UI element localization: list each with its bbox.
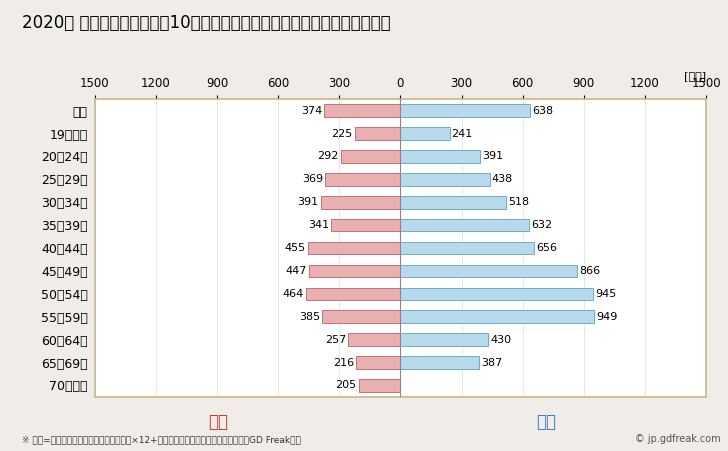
Text: 女性: 女性 [208, 413, 229, 431]
Text: [万円]: [万円] [684, 71, 706, 81]
Bar [321, 196, 400, 208]
Text: 638: 638 [532, 106, 553, 115]
Text: 374: 374 [301, 106, 322, 115]
Text: 225: 225 [331, 129, 352, 138]
Bar [359, 379, 400, 392]
Bar [357, 356, 400, 369]
Text: 241: 241 [451, 129, 472, 138]
Text: 447: 447 [286, 266, 307, 276]
Text: 387: 387 [481, 358, 502, 368]
Bar [325, 173, 400, 186]
Bar [400, 196, 506, 208]
Text: 464: 464 [282, 289, 304, 299]
Bar [348, 333, 400, 346]
Bar [400, 173, 490, 186]
Text: 385: 385 [298, 312, 320, 322]
Bar [306, 288, 400, 300]
Bar [331, 219, 400, 231]
Bar [400, 310, 594, 323]
Bar [400, 333, 488, 346]
Bar [322, 310, 400, 323]
Text: 2020年 民間企業（従業者数10人以上）フルタイム労働者の男女別平均年収: 2020年 民間企業（従業者数10人以上）フルタイム労働者の男女別平均年収 [22, 14, 390, 32]
Text: 205: 205 [336, 381, 357, 391]
Text: 945: 945 [595, 289, 617, 299]
Bar [400, 242, 534, 254]
Text: 949: 949 [596, 312, 617, 322]
Bar [400, 127, 449, 140]
Text: ※ 年収=「きまって支給する現金給与額」×12+「年間賞与その他特別給与額」としてGD Freak推計: ※ 年収=「きまって支給する現金給与額」×12+「年間賞与その他特別給与額」とし… [22, 435, 301, 444]
Bar [308, 242, 400, 254]
Text: 391: 391 [482, 152, 503, 161]
Bar [400, 219, 529, 231]
Bar [400, 288, 593, 300]
Text: 430: 430 [490, 335, 511, 345]
Text: 866: 866 [579, 266, 600, 276]
Text: 518: 518 [508, 197, 529, 207]
Text: 438: 438 [491, 175, 513, 184]
Bar [400, 265, 577, 277]
Bar [400, 150, 480, 163]
Text: 369: 369 [302, 175, 323, 184]
Bar [309, 265, 400, 277]
Text: 341: 341 [308, 220, 329, 230]
Text: 216: 216 [333, 358, 355, 368]
Text: 292: 292 [317, 152, 339, 161]
Bar [324, 104, 400, 117]
Text: © jp.gdfreak.com: © jp.gdfreak.com [635, 434, 721, 444]
Text: 257: 257 [325, 335, 346, 345]
Text: 391: 391 [298, 197, 319, 207]
Text: 632: 632 [531, 220, 553, 230]
Text: 455: 455 [285, 243, 306, 253]
Text: 656: 656 [536, 243, 557, 253]
Bar [341, 150, 400, 163]
Bar [400, 104, 531, 117]
Bar [355, 127, 400, 140]
Bar [400, 356, 479, 369]
Text: 男性: 男性 [536, 413, 556, 431]
